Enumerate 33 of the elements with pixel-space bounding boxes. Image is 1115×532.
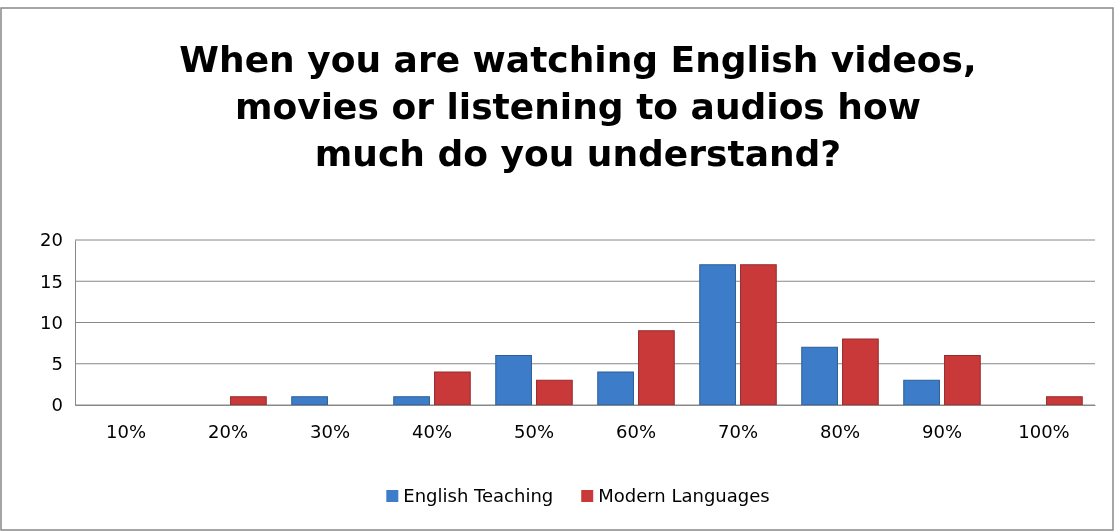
x-tick-label: 80%	[819, 420, 861, 442]
x-tick-label: 30%	[309, 420, 351, 442]
bar	[393, 396, 430, 406]
x-tick-label: 90%	[921, 420, 963, 442]
bar	[434, 371, 471, 406]
y-tick-label: 0	[51, 394, 63, 416]
x-tick-label: 70%	[717, 420, 759, 442]
bar	[842, 338, 879, 406]
x-tick-label: 60%	[615, 420, 657, 442]
bar	[740, 264, 777, 406]
bar	[1046, 396, 1083, 406]
x-tick-label: 20%	[207, 420, 249, 442]
bar	[597, 371, 634, 406]
bar	[536, 379, 573, 406]
y-tick-label: 15	[40, 270, 63, 292]
y-tick-label: 10	[40, 311, 63, 333]
chart-title: When you are watching English videos, movies or listening to audios how much do you understand?	[179, 39, 977, 174]
bar	[495, 355, 532, 406]
x-tick-label: 50%	[513, 420, 555, 442]
bar	[801, 346, 838, 406]
x-tick-label: 100%	[1018, 420, 1070, 442]
bar	[903, 379, 940, 406]
bar	[230, 396, 267, 406]
x-tick-label: 40%	[411, 420, 453, 442]
bar	[291, 396, 328, 406]
bar	[638, 330, 675, 406]
bar	[699, 264, 736, 406]
legend-label: Modern Languages	[598, 485, 770, 506]
y-tick-label: 20	[40, 229, 63, 251]
x-tick-label: 10%	[105, 420, 147, 442]
legend-label: English Teaching	[403, 485, 554, 506]
y-tick-label: 5	[51, 353, 63, 375]
bar	[944, 355, 981, 406]
